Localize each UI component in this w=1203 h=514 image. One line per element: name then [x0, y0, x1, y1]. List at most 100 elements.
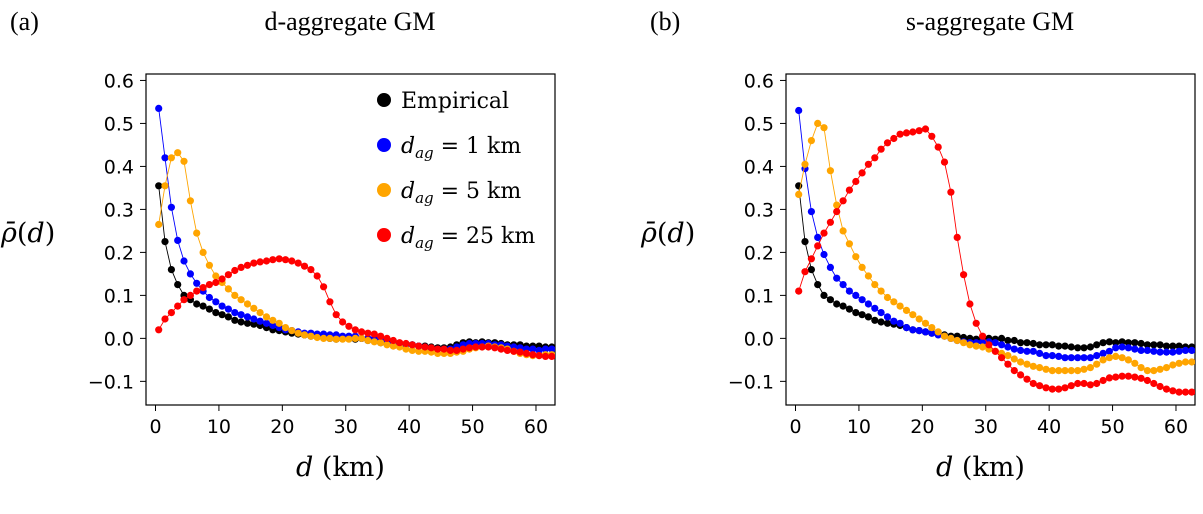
data-point — [174, 302, 182, 310]
data-point — [1017, 339, 1025, 347]
data-point — [1023, 347, 1031, 355]
series-0 — [155, 182, 555, 352]
data-point — [953, 233, 961, 241]
plot-frame — [145, 73, 556, 406]
data-point — [896, 319, 904, 327]
data-point — [1099, 356, 1107, 364]
data-point — [1017, 358, 1025, 366]
data-point — [947, 334, 955, 342]
data-point — [1118, 338, 1126, 346]
data-point — [940, 332, 949, 340]
data-point — [275, 319, 283, 327]
data-point — [1061, 342, 1069, 350]
data-point — [288, 257, 296, 265]
data-point — [1131, 373, 1139, 381]
x-tick-label: 50 — [1100, 416, 1124, 438]
data-point — [535, 346, 543, 354]
data-point — [167, 203, 175, 211]
data-point — [212, 298, 220, 306]
data-point — [370, 338, 378, 346]
data-point — [224, 305, 232, 313]
data-point — [224, 271, 232, 279]
x-tick-label: 40 — [1037, 416, 1061, 438]
legend-label: Empirical — [401, 89, 509, 114]
data-point — [1067, 367, 1075, 375]
data-point — [1048, 352, 1056, 360]
data-point — [497, 345, 505, 353]
series-3 — [795, 125, 1195, 396]
data-point — [1188, 358, 1195, 366]
data-point — [389, 342, 397, 350]
data-point — [839, 281, 847, 289]
data-point — [383, 334, 391, 342]
x-tick-label: 60 — [524, 416, 548, 438]
data-point — [807, 266, 816, 274]
data-point — [1112, 373, 1120, 381]
data-point — [269, 321, 277, 330]
data-point — [243, 319, 252, 327]
data-point — [1010, 355, 1018, 363]
data-point — [1086, 354, 1094, 362]
data-point — [1010, 336, 1018, 345]
data-point — [535, 352, 543, 360]
data-point — [326, 334, 334, 342]
data-point — [1055, 367, 1063, 375]
data-point — [960, 271, 968, 279]
x-axis-label: d (km) — [936, 452, 1025, 483]
y-axis-label: ρ̄(d) — [0, 218, 55, 249]
data-point — [1093, 360, 1101, 368]
series-line — [158, 185, 552, 349]
data-point — [1131, 339, 1139, 347]
data-point — [161, 315, 169, 323]
data-point — [548, 345, 555, 353]
data-point — [1118, 354, 1126, 362]
data-point — [1181, 346, 1190, 354]
data-point — [833, 208, 841, 216]
data-point — [858, 263, 866, 271]
data-point — [1175, 347, 1183, 355]
data-point — [1188, 346, 1195, 354]
data-point — [814, 281, 822, 289]
data-point — [1156, 348, 1164, 356]
data-point — [1137, 364, 1145, 372]
data-point — [1074, 379, 1082, 388]
data-point — [864, 272, 873, 280]
data-point — [1143, 367, 1151, 375]
data-point — [389, 336, 397, 345]
data-point — [909, 326, 917, 334]
data-point — [1067, 343, 1075, 351]
data-point — [1004, 336, 1012, 345]
data-point — [193, 300, 201, 308]
data-point — [852, 291, 860, 299]
data-point — [377, 332, 385, 340]
data-point — [465, 344, 473, 352]
data-point — [1105, 347, 1113, 355]
x-tick-label: 0 — [149, 416, 161, 438]
data-point — [174, 281, 182, 289]
data-point — [852, 309, 860, 317]
data-point — [960, 339, 968, 347]
y-tick-label: 0.5 — [104, 113, 134, 135]
data-point — [320, 334, 328, 342]
data-point — [1175, 388, 1183, 396]
data-point — [408, 341, 416, 349]
y-tick-label: 0.1 — [104, 285, 134, 307]
data-point — [877, 318, 885, 326]
data-point — [1156, 365, 1164, 373]
panel-label: (a) — [10, 7, 39, 36]
data-point — [871, 154, 879, 162]
data-point — [167, 154, 175, 162]
data-point — [807, 137, 816, 145]
data-point — [262, 319, 271, 327]
data-point — [1036, 382, 1044, 390]
data-point — [820, 291, 828, 299]
data-point — [402, 345, 410, 353]
y-tick-label: 0.3 — [744, 199, 774, 221]
data-point — [1124, 356, 1132, 364]
data-point — [1112, 352, 1120, 360]
y-tick-label: 0.6 — [744, 70, 774, 92]
data-point — [224, 285, 232, 293]
data-point — [421, 343, 429, 351]
data-point — [890, 317, 898, 325]
series-0 — [795, 182, 1195, 352]
